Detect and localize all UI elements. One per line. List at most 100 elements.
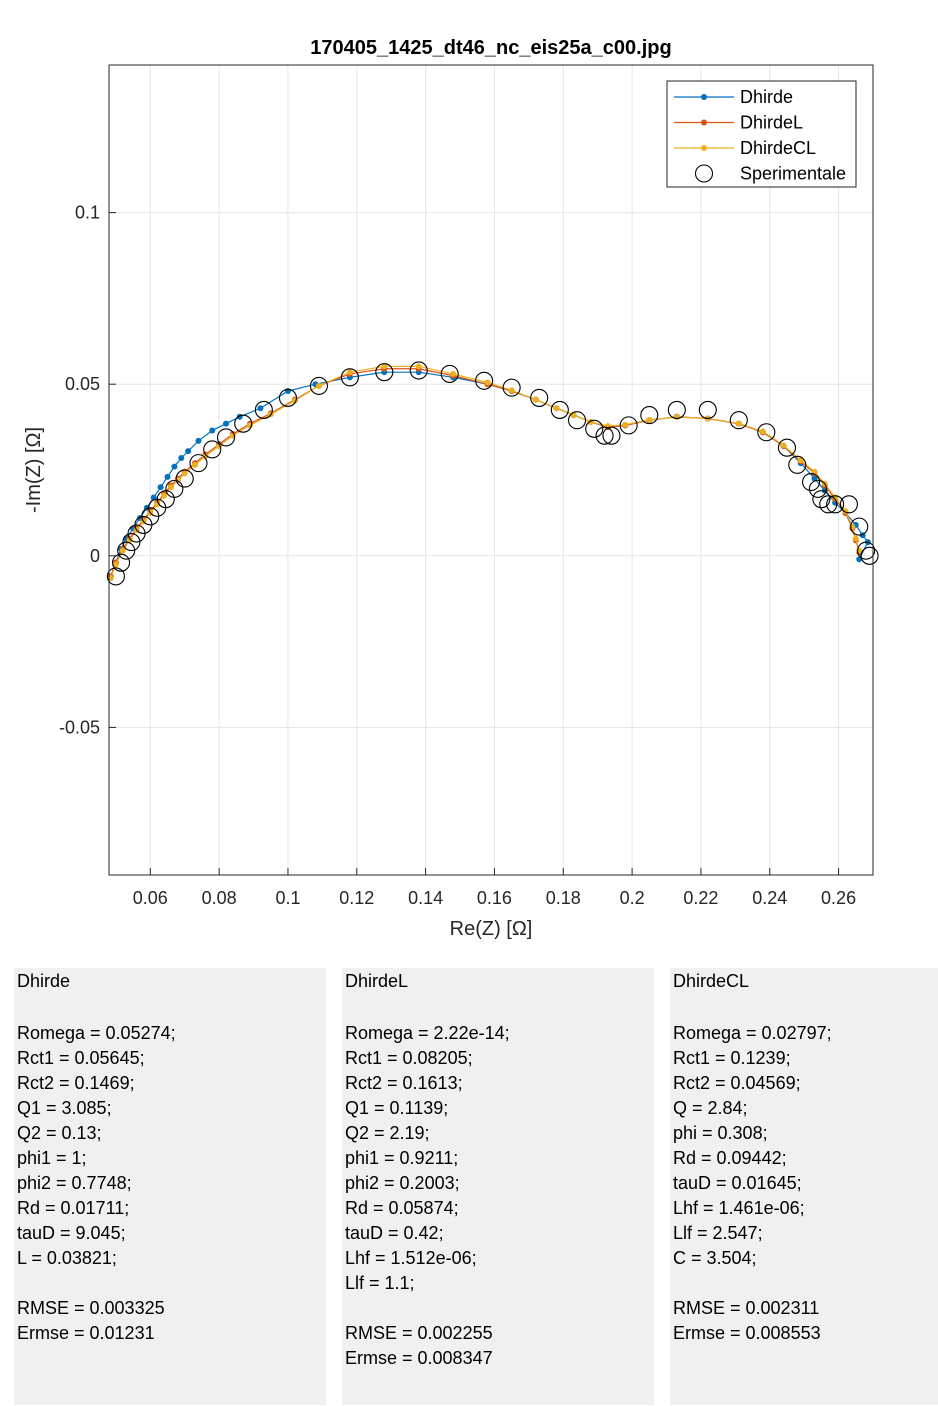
panel-param-line: tauD = 0.42; bbox=[345, 1223, 444, 1243]
panel-param-line: phi2 = 0.7748; bbox=[17, 1173, 132, 1193]
data-point bbox=[735, 420, 742, 427]
data-point bbox=[640, 406, 659, 425]
data-point bbox=[585, 419, 604, 438]
panel-param-line: RMSE = 0.003325 bbox=[17, 1298, 165, 1318]
panel-param-line: Rct1 = 0.05645; bbox=[17, 1048, 145, 1068]
legend-box bbox=[666, 80, 857, 188]
x-tick-label: 0.24 bbox=[752, 888, 787, 908]
legend-item: DhirdeL bbox=[674, 113, 803, 133]
panel-param-line: phi1 = 1; bbox=[17, 1148, 87, 1168]
x-tick-label: 0.22 bbox=[683, 888, 718, 908]
panel-param-line: Llf = 2.547; bbox=[673, 1223, 763, 1243]
panel-param-line: tauD = 0.01645; bbox=[673, 1173, 802, 1193]
panel-param-line: Rct1 = 0.08205; bbox=[345, 1048, 473, 1068]
panel-param-line: Rct2 = 0.04569; bbox=[673, 1073, 801, 1093]
legend-item: Sperimentale bbox=[694, 164, 846, 184]
data-point bbox=[502, 378, 521, 397]
data-point bbox=[757, 423, 776, 442]
x-tick-label: 0.1 bbox=[275, 888, 300, 908]
series-line bbox=[110, 371, 869, 577]
panel-param-list: Romega = 0.05274; Rct1 = 0.05645; Rct2 = 0… bbox=[17, 1021, 176, 1346]
series-dhirde bbox=[107, 369, 871, 580]
legend-item: DhirdeCL bbox=[674, 138, 816, 158]
legend-label: Dhirde bbox=[740, 87, 793, 107]
panel-param-line: Rd = 0.05874; bbox=[345, 1198, 459, 1218]
panel-param-line: Q2 = 0.13; bbox=[17, 1123, 102, 1143]
data-point bbox=[181, 470, 188, 477]
data-point bbox=[595, 426, 614, 445]
data-point bbox=[164, 473, 171, 480]
x-tick-label: 0.16 bbox=[477, 888, 512, 908]
panel-param-line: tauD = 9.045; bbox=[17, 1223, 126, 1243]
data-point bbox=[195, 437, 202, 444]
data-point bbox=[667, 400, 686, 419]
panel-param-line: Romega = 0.05274; bbox=[17, 1023, 176, 1043]
panel-param-line: Rct1 = 0.1239; bbox=[673, 1048, 791, 1068]
param-panel-dhirdecl: DhirdeCL Romega = 0.02797; Rct1 = 0.1239;… bbox=[670, 968, 938, 1405]
data-point bbox=[808, 479, 827, 498]
series-line bbox=[110, 365, 860, 579]
data-point bbox=[254, 400, 273, 419]
panel-param-line: Romega = 2.22e-14; bbox=[345, 1023, 510, 1043]
x-tick-label: 0.08 bbox=[202, 888, 237, 908]
x-tick-label: 0.12 bbox=[339, 888, 374, 908]
panel-param-line: phi2 = 0.2003; bbox=[345, 1173, 460, 1193]
y-tick-label: -0.05 bbox=[59, 717, 100, 737]
panel-title: Dhirde bbox=[17, 971, 71, 991]
data-point bbox=[189, 454, 208, 473]
data-point bbox=[759, 428, 766, 435]
data-point bbox=[819, 495, 838, 514]
data-point bbox=[646, 416, 653, 423]
data-point bbox=[729, 411, 748, 430]
x-axis-label: Re(Z) [Ω] bbox=[450, 918, 533, 940]
panel-param-line: Ermse = 0.008553 bbox=[673, 1323, 821, 1343]
data-point bbox=[484, 379, 491, 386]
data-point bbox=[850, 517, 869, 536]
data-point bbox=[112, 561, 119, 568]
legend-marker bbox=[701, 145, 707, 151]
data-point bbox=[111, 553, 131, 572]
data-point bbox=[119, 547, 126, 554]
panel-param-line: RMSE = 0.002311 bbox=[673, 1298, 820, 1318]
x-tick-label: 0.26 bbox=[821, 888, 856, 908]
data-point bbox=[550, 400, 569, 419]
data-point bbox=[175, 469, 194, 488]
panel-param-line bbox=[673, 1271, 832, 1296]
data-point bbox=[698, 400, 717, 419]
panel-param-line: Rd = 0.09442; bbox=[673, 1148, 787, 1168]
panel-param-line: phi1 = 0.9211; bbox=[345, 1148, 459, 1168]
panel-param-line: RMSE = 0.002255 bbox=[345, 1323, 493, 1343]
panel-param-line: Rct2 = 0.1613; bbox=[345, 1073, 463, 1093]
data-point bbox=[673, 414, 680, 421]
panel-param-line: L = 0.03821; bbox=[17, 1248, 117, 1268]
series-dhirdel bbox=[107, 365, 863, 580]
panel-param-list: Romega = 0.02797; Rct1 = 0.1239; Rct2 = 0.… bbox=[673, 1021, 832, 1346]
legend-label: Sperimentale bbox=[740, 164, 846, 184]
data-point bbox=[440, 364, 459, 383]
panel-param-line: Lhf = 1.512e-06; bbox=[345, 1248, 477, 1268]
data-point bbox=[257, 405, 264, 412]
data-point bbox=[532, 396, 539, 403]
data-point bbox=[812, 490, 831, 509]
panel-param-line: Q2 = 2.19; bbox=[345, 1123, 430, 1143]
data-point bbox=[167, 484, 174, 491]
data-point bbox=[165, 479, 184, 498]
legend: Dhirde DhirdeL DhirdeCL Sperimentale bbox=[666, 80, 857, 188]
legend-item: Dhirde bbox=[674, 87, 793, 107]
panel-param-line bbox=[345, 1296, 510, 1321]
legend-label: DhirdeL bbox=[740, 113, 803, 133]
data-point bbox=[622, 421, 629, 428]
x-tick-label: 0.14 bbox=[408, 888, 443, 908]
data-point bbox=[475, 371, 494, 390]
x-tick-label: 0.18 bbox=[546, 888, 581, 908]
panel-param-line: Rd = 0.01711; bbox=[17, 1198, 130, 1218]
data-point bbox=[826, 495, 845, 514]
panel-param-line: Romega = 0.02797; bbox=[673, 1023, 832, 1043]
data-point bbox=[409, 361, 428, 380]
data-point bbox=[450, 370, 457, 377]
data-point bbox=[602, 426, 621, 445]
data-point bbox=[375, 363, 394, 382]
data-point bbox=[202, 453, 209, 460]
data-point bbox=[508, 387, 515, 394]
panel-title: DhirdeL bbox=[345, 971, 409, 991]
